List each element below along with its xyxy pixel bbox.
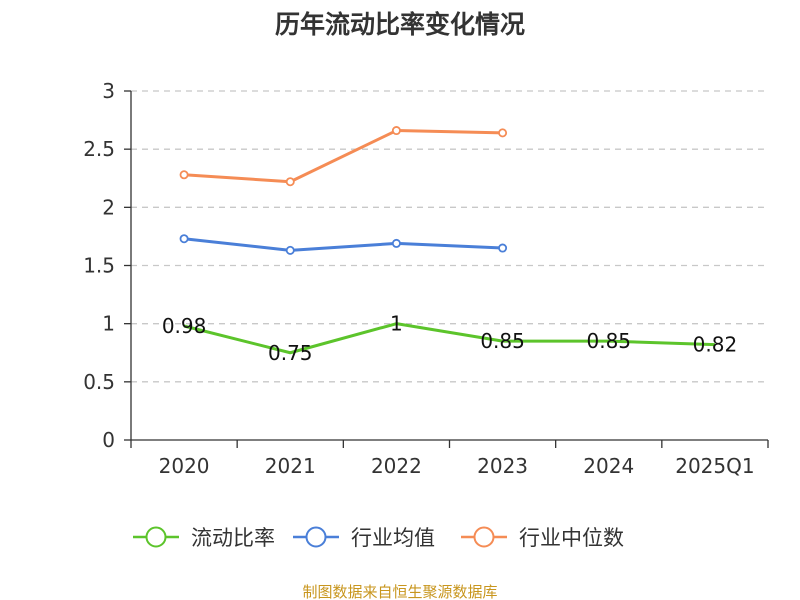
data-point <box>498 128 508 138</box>
legend-marker <box>473 526 495 548</box>
grid-lines <box>131 90 768 383</box>
chart-title: 历年流动比率变化情况 <box>275 10 525 39</box>
legend-label: 行业均值 <box>351 526 435 550</box>
y-tick-label: 2 <box>102 195 115 219</box>
series-0: 0.98 0.75 1 0.85 0.85 0.82 <box>162 312 737 365</box>
series-line <box>183 129 503 184</box>
data-label: 0.85 <box>586 329 631 353</box>
x-tick-label: 2021 <box>265 454 316 478</box>
data-label: 1 <box>390 312 403 336</box>
y-tick-label: 1.5 <box>83 254 115 278</box>
data-point <box>498 243 508 253</box>
x-tick-label: 2025Q1 <box>675 454 754 478</box>
legend-marker <box>145 526 167 548</box>
data-point <box>285 245 295 255</box>
y-tick-label: 0.5 <box>83 370 115 394</box>
legend-item-1: 行业均值 <box>293 526 435 550</box>
series-1 <box>179 234 508 255</box>
legend-item-2: 行业中位数 <box>461 526 624 550</box>
y-tick-label: 0 <box>102 428 115 452</box>
series-group: 0.98 0.75 1 0.85 0.85 0.82 <box>162 126 737 365</box>
data-point <box>391 238 401 248</box>
series-line <box>183 237 503 252</box>
y-tick-label: 3 <box>102 79 115 103</box>
x-tick-label: 2022 <box>371 454 422 478</box>
data-point <box>391 126 401 136</box>
legend-item-0: 流动比率 <box>133 526 275 550</box>
y-tick-label: 1 <box>102 312 115 336</box>
data-label: 0.98 <box>162 314 207 338</box>
legend-label: 流动比率 <box>191 526 275 550</box>
x-tick-label: 2024 <box>583 454 634 478</box>
series-2 <box>179 126 508 187</box>
legend-marker <box>305 526 327 548</box>
axes: 0 0.5 1 1.5 2 2.5 3 2020 2021 2022 2023 2024 2025Q1 <box>83 79 769 478</box>
legend-label: 行业中位数 <box>519 526 624 550</box>
source-note: 制图数据来自恒生聚源数据库 <box>302 583 497 600</box>
data-label: 0.82 <box>693 333 738 357</box>
data-point <box>179 234 189 244</box>
series-line <box>183 322 715 355</box>
legend: 流动比率 行业均值 行业中位数 <box>133 526 624 550</box>
y-tick-label: 2.5 <box>83 137 115 161</box>
data-label: 0.75 <box>268 341 313 365</box>
x-tick-label: 2020 <box>159 454 210 478</box>
x-tick-label: 2023 <box>477 454 528 478</box>
data-point <box>179 170 189 180</box>
data-point <box>285 177 295 187</box>
data-label: 0.85 <box>480 329 525 353</box>
